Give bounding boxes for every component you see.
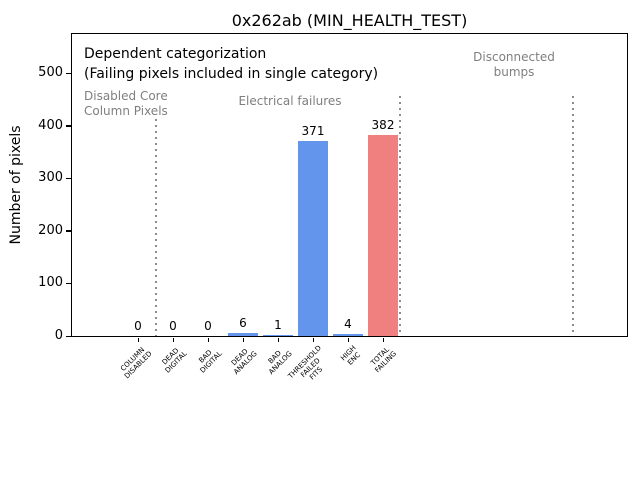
- region-separator-2: [399, 96, 401, 336]
- x-tick-label: TOTAL FAILING: [369, 345, 399, 375]
- x-tick-label: COLUMN DISABLED: [118, 345, 154, 381]
- bar-value-label: 0: [169, 319, 177, 333]
- y-tick-mark: [66, 72, 71, 74]
- x-tick-mark: [312, 337, 314, 342]
- y-tick-mark: [66, 125, 71, 127]
- y-tick-label: 100: [38, 275, 63, 291]
- annotation-dependent-categorization: Dependent categorization: [84, 46, 267, 62]
- region-separator-1: [155, 119, 157, 336]
- x-tick-label: BAD DIGITAL: [197, 348, 224, 375]
- y-tick-mark: [66, 230, 71, 232]
- region-label-electrical-failures: Electrical failures: [238, 94, 342, 108]
- x-tick-mark: [347, 337, 349, 342]
- bar: [263, 335, 293, 336]
- bar-value-label: 0: [134, 319, 142, 333]
- region-label-disconnected-bumps: Disconnected bumps: [473, 50, 555, 79]
- bar: [333, 333, 363, 336]
- y-tick-label: 500: [38, 65, 63, 80]
- bar: [228, 332, 258, 336]
- x-tick-mark: [137, 337, 139, 342]
- y-tick-label: 0: [54, 328, 63, 343]
- y-tick-label: 300: [38, 170, 63, 186]
- x-tick-label: DEAD DIGITAL: [160, 346, 189, 375]
- plot-area: [71, 33, 628, 337]
- x-tick-mark: [277, 337, 279, 342]
- bar-value-label: 1: [274, 318, 282, 332]
- x-tick-mark: [172, 337, 174, 342]
- bar-value-label: 4: [344, 316, 352, 331]
- bar-value-label: 0: [204, 319, 212, 333]
- x-tick-label: THRESHOLD FAILED FITS: [286, 344, 324, 382]
- bar: [298, 140, 328, 336]
- bar: [368, 135, 398, 336]
- x-tick-label: HIGH ENC: [339, 344, 363, 367]
- bar-value-label: 371: [301, 123, 325, 138]
- x-tick-label: DEAD ANALOG: [229, 347, 259, 377]
- region-separator-3: [572, 96, 574, 336]
- region-label-disabled-core: Disabled Core Column Pixels: [84, 89, 168, 118]
- x-tick-mark: [382, 337, 384, 342]
- x-tick-mark: [242, 337, 244, 342]
- y-tick-mark: [66, 177, 71, 180]
- bar-value-label: 382: [371, 118, 395, 133]
- x-tick-mark: [207, 337, 209, 342]
- y-tick-mark: [66, 282, 71, 285]
- annotation-dependent-categorization-sub: (Failing pixels included in single categ…: [84, 66, 379, 82]
- bar-value-label: 6: [239, 315, 247, 330]
- chart-title: 0x262ab (MIN_HEALTH_TEST): [231, 11, 468, 30]
- y-tick-mark: [66, 335, 71, 337]
- y-tick-label: 200: [38, 222, 63, 238]
- y-tick-label: 400: [38, 117, 63, 133]
